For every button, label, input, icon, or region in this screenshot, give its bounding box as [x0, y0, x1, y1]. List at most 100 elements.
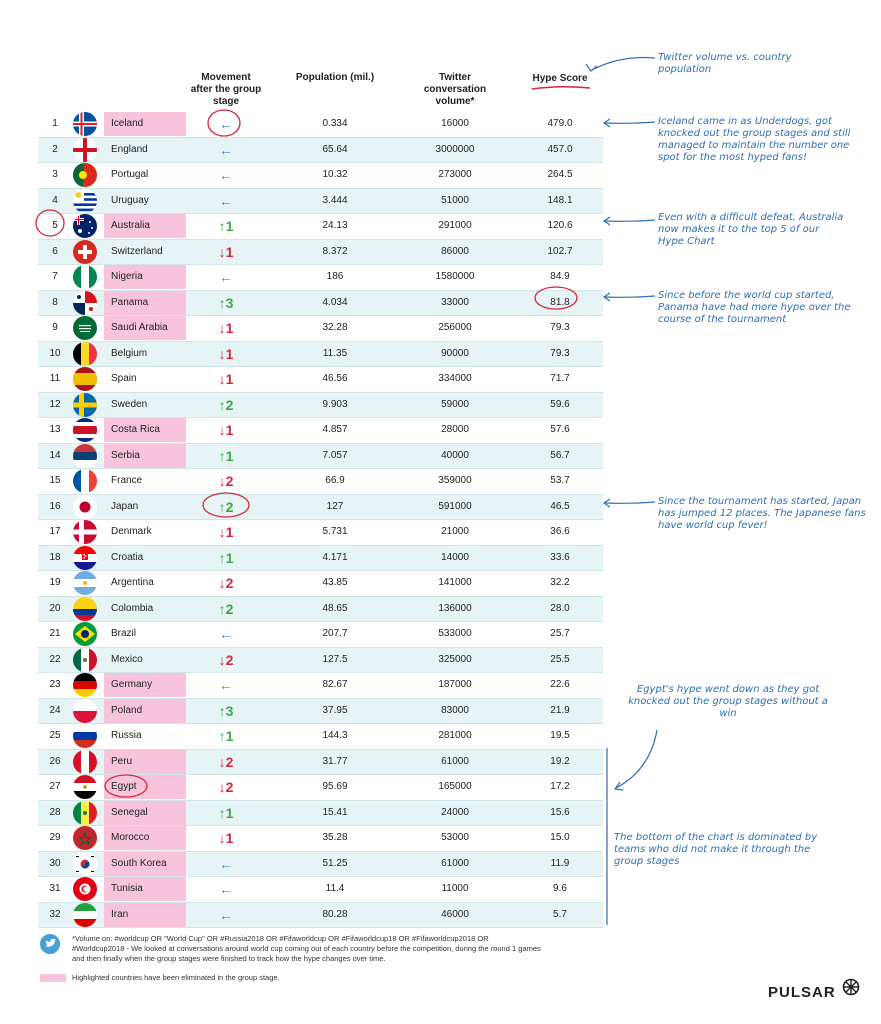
- sweden-flag-icon: [73, 392, 97, 417]
- population-cell: 35.28: [322, 832, 348, 843]
- row-divider: [38, 544, 603, 546]
- twitter-volume-cell: 256000: [438, 322, 472, 333]
- rank-cell: 18: [49, 551, 61, 563]
- row-divider: [38, 519, 603, 520]
- rank-cell: 6: [52, 245, 58, 257]
- twitter-volume-cell: 53000: [441, 832, 469, 843]
- rank-cell: 8: [52, 296, 58, 308]
- rank-cell: 20: [49, 602, 61, 614]
- russia-flag-icon: [73, 724, 97, 748]
- country-name-cell: Brazil: [111, 628, 137, 639]
- country-name-cell: South Korea: [104, 851, 186, 876]
- population-cell: 3.444: [322, 194, 348, 206]
- twitter-volume-cell: 24000: [441, 806, 469, 818]
- movement-cell: ←: [219, 906, 233, 923]
- rank-cell: 2: [52, 143, 58, 155]
- hype-score-cell: 57.6: [550, 424, 570, 435]
- movement-cell: ↑3: [218, 702, 234, 719]
- footer-legend: Highlighted countries have been eliminat…: [72, 973, 280, 982]
- population-cell: 46.56: [322, 373, 348, 384]
- hype-score-cell: 21.9: [550, 704, 570, 716]
- annotation-bottom: The bottom of the chart is dominated by …: [614, 832, 818, 867]
- population-cell: 48.65: [322, 602, 348, 614]
- row-divider: [38, 468, 603, 469]
- row-divider: [38, 187, 603, 189]
- movement-cell: ↓1: [218, 524, 234, 540]
- row-divider: [38, 442, 603, 444]
- serbia-flag-icon: [73, 443, 97, 468]
- poland-flag-icon: [73, 698, 97, 723]
- twitter-volume-cell: 28000: [441, 424, 469, 435]
- row-divider: [38, 315, 603, 316]
- table-row: [38, 367, 603, 391]
- table-row: [38, 137, 603, 162]
- population-cell: 144.3: [322, 730, 348, 741]
- twitter-volume-cell: 90000: [441, 347, 469, 359]
- row-divider: [38, 850, 603, 852]
- row-divider: [38, 238, 603, 240]
- population-cell: 8.372: [322, 245, 348, 257]
- population-cell: 11.4: [325, 883, 345, 894]
- country-name-cell: Switzerland: [111, 245, 163, 257]
- hype-score-cell: 120.6: [547, 220, 573, 231]
- twitter-volume-cell: 21000: [441, 526, 469, 537]
- senegal-flag-icon: [73, 800, 97, 825]
- rank-cell: 4: [52, 194, 58, 206]
- country-name-cell: Portugal: [111, 169, 149, 180]
- england-flag-icon: [73, 137, 97, 162]
- iceland-flag-icon: [73, 112, 97, 136]
- country-name-cell: Uruguay: [111, 194, 149, 206]
- country-name-cell: France: [111, 475, 143, 486]
- hype-score-cell: 479.0: [547, 118, 573, 129]
- population-cell: 186: [326, 271, 344, 282]
- hype-score-cell: 9.6: [553, 883, 567, 894]
- hype-score-cell: 79.3: [550, 322, 570, 333]
- hype-score-cell: 79.3: [550, 347, 570, 359]
- row-divider: [38, 748, 603, 750]
- population-cell: 127.5: [322, 653, 348, 665]
- hype-score-cell: 22.6: [550, 679, 570, 690]
- hype-score-cell: 46.5: [550, 500, 570, 512]
- hype-score-cell: 25.5: [550, 653, 570, 665]
- row-divider: [38, 136, 603, 138]
- hype-score-cell: 457.0: [547, 143, 573, 155]
- movement-cell: ↓2: [218, 575, 234, 591]
- movement-cell: ←: [219, 269, 233, 285]
- header-movement: Movement after the group stage: [190, 72, 262, 107]
- peru-flag-icon: [73, 749, 97, 774]
- movement-cell: ←: [219, 626, 233, 642]
- annotation-iceland: Iceland came in as Underdogs, got knocke…: [658, 116, 851, 163]
- hype-score-cell: 36.6: [550, 526, 570, 537]
- saudi-arabia-flag-icon: [73, 316, 97, 340]
- row-divider: [38, 672, 603, 673]
- twitter-volume-cell: 3000000: [435, 143, 475, 155]
- twitter-volume-cell: 141000: [438, 577, 472, 588]
- twitter-volume-cell: 46000: [441, 908, 469, 920]
- row-divider: [38, 289, 603, 291]
- annotation-twitter-vs-pop: Twitter volume vs. country population: [658, 52, 792, 75]
- hype-score-cell: 32.2: [550, 577, 570, 588]
- denmark-flag-icon: [73, 520, 97, 544]
- hype-score-cell: 148.1: [547, 194, 573, 206]
- population-cell: 80.28: [322, 908, 348, 920]
- annotation-panama: Since before the world cup started, Pana…: [658, 290, 851, 325]
- movement-cell: ↓1: [218, 422, 234, 438]
- rank-cell: 25: [49, 730, 61, 741]
- row-divider: [38, 646, 603, 648]
- rank-cell: 21: [49, 628, 61, 639]
- country-name-cell: England: [111, 143, 148, 155]
- twitter-volume-cell: 281000: [438, 730, 472, 741]
- population-cell: 7.057: [322, 449, 348, 461]
- population-cell: 82.67: [322, 679, 348, 690]
- country-name-cell: Iceland: [104, 112, 186, 136]
- population-cell: 31.77: [322, 755, 348, 767]
- movement-cell: ↑2: [218, 600, 234, 617]
- country-name-cell: Egypt: [104, 775, 186, 799]
- rank-cell: 24: [49, 704, 61, 716]
- country-name-cell: Spain: [111, 373, 137, 384]
- table-row: [38, 163, 603, 187]
- movement-cell: ↓1: [218, 243, 234, 260]
- movement-cell: ↓1: [218, 320, 234, 336]
- country-name-cell: Croatia: [111, 551, 144, 563]
